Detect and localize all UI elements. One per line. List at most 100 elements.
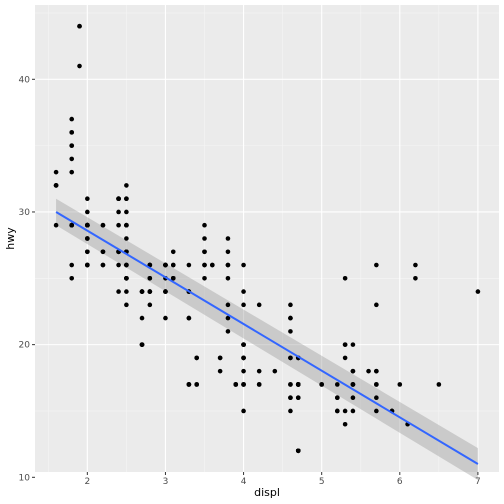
x-axis-title: displ [254, 486, 280, 499]
x-axis-ticks: 2 3 4 5 6 7 [84, 472, 481, 487]
data-point [69, 143, 75, 148]
data-point [186, 382, 192, 387]
data-point [147, 302, 153, 308]
data-point [241, 302, 246, 308]
data-point [241, 408, 246, 414]
y-tick-label: 10 [19, 473, 31, 483]
data-point [295, 395, 301, 401]
data-point [116, 222, 121, 228]
data-point [194, 382, 199, 387]
data-point [295, 382, 301, 387]
data-point [124, 222, 129, 228]
data-point [170, 249, 176, 255]
data-point [288, 302, 293, 308]
data-point [241, 355, 246, 361]
data-point [77, 23, 82, 29]
data-point [350, 342, 356, 347]
data-point [85, 209, 90, 215]
data-point [288, 355, 293, 361]
x-tick-label: 3 [163, 477, 169, 487]
data-point [288, 382, 293, 387]
data-point [170, 276, 176, 281]
data-point [225, 262, 231, 268]
data-point [186, 262, 192, 268]
data-point [374, 395, 379, 401]
data-point [69, 130, 75, 135]
data-point [272, 368, 278, 374]
data-point [256, 302, 262, 308]
data-point [147, 276, 153, 281]
data-point [374, 368, 379, 374]
data-point [241, 289, 246, 294]
y-tick-label: 30 [19, 208, 31, 218]
data-point [350, 395, 356, 401]
data-point [241, 262, 246, 268]
data-point [202, 249, 207, 255]
data-point [241, 342, 246, 347]
data-point [170, 262, 176, 268]
data-point [139, 289, 145, 294]
data-point [335, 408, 340, 414]
data-point [85, 196, 90, 201]
data-point [319, 382, 324, 387]
data-point [69, 116, 75, 122]
data-point [186, 315, 192, 321]
data-point [163, 289, 168, 294]
data-point [116, 196, 121, 201]
data-point [100, 222, 106, 228]
data-point [342, 342, 348, 347]
x-tick-label: 5 [319, 477, 325, 487]
data-point [217, 355, 223, 361]
data-point [225, 329, 231, 334]
y-axis-ticks: 10 20 30 40 [19, 75, 35, 483]
data-point [475, 289, 481, 294]
data-point [202, 276, 207, 281]
data-point [69, 222, 75, 228]
data-point [147, 289, 153, 294]
data-point [163, 315, 168, 321]
x-tick-label: 4 [241, 477, 247, 487]
data-point [124, 276, 129, 281]
confidence-band [56, 198, 478, 480]
data-point [124, 289, 129, 294]
data-point [124, 262, 129, 268]
x-tick-label: 7 [475, 477, 481, 487]
data-point [295, 448, 301, 454]
data-point [350, 408, 356, 414]
data-point [256, 368, 262, 374]
data-point [225, 302, 231, 308]
data-point [163, 262, 168, 268]
data-point [77, 63, 82, 69]
data-point [194, 355, 199, 361]
data-point [53, 183, 59, 188]
plot-panel [35, 5, 499, 472]
data-point [100, 249, 106, 255]
data-point [288, 408, 293, 414]
data-point [241, 368, 246, 374]
data-point [374, 408, 379, 414]
data-point [413, 262, 418, 268]
y-axis-title: hwy [4, 227, 17, 250]
data-point [202, 236, 207, 241]
data-point [225, 236, 231, 241]
data-point [53, 222, 59, 228]
data-points [53, 23, 481, 454]
data-point [69, 169, 75, 175]
data-point [124, 302, 129, 308]
data-point [124, 236, 129, 241]
data-point [413, 276, 418, 281]
data-point [288, 315, 293, 321]
data-point [202, 262, 207, 268]
data-point [436, 382, 442, 387]
data-point [124, 196, 129, 201]
data-point [85, 249, 90, 255]
data-point [100, 262, 106, 268]
data-point [397, 382, 403, 387]
data-point [124, 209, 129, 215]
data-point [225, 249, 231, 255]
data-point [217, 368, 223, 374]
x-tick-label: 2 [84, 477, 90, 487]
data-point [241, 382, 246, 387]
data-point [69, 262, 75, 268]
data-point [69, 156, 75, 162]
